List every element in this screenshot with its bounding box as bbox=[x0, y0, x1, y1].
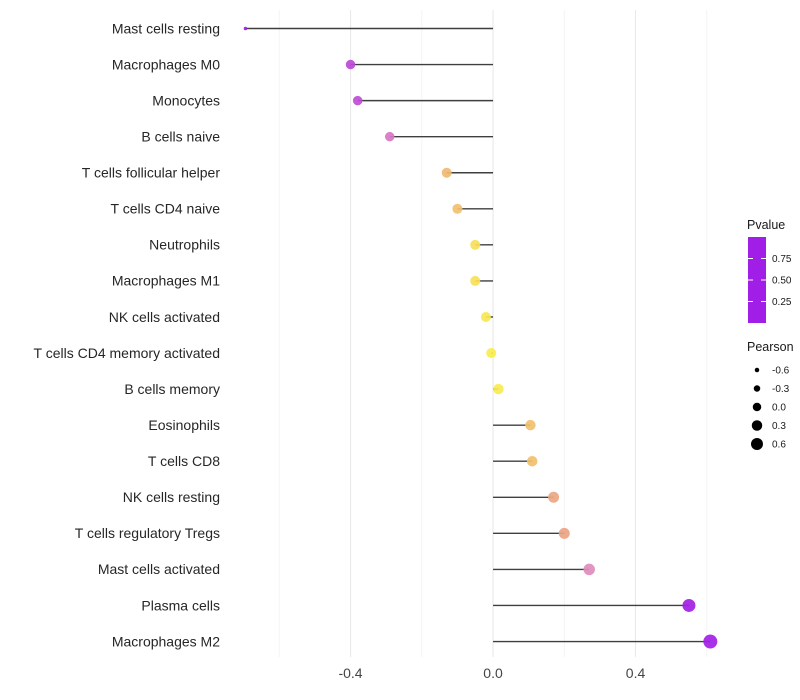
y-axis-label: NK cells resting bbox=[123, 489, 220, 505]
y-axis-label: Plasma cells bbox=[141, 597, 220, 613]
pearson-size-legend: Pearson -0.6 -0.3 0.0 0.3 0.6 bbox=[747, 340, 794, 451]
pearson-legend-dot bbox=[752, 402, 762, 412]
pearson-legend-dot bbox=[751, 438, 763, 450]
y-axis-label: NK cells activated bbox=[109, 309, 220, 325]
lollipop-stems bbox=[245, 27, 711, 643]
data-point bbox=[452, 203, 463, 214]
data-point bbox=[384, 131, 395, 142]
data-point bbox=[470, 239, 481, 250]
data-point bbox=[243, 26, 248, 31]
data-point bbox=[682, 598, 696, 612]
data-point bbox=[345, 59, 356, 70]
y-axis-label: B cells naive bbox=[141, 128, 220, 144]
data-point bbox=[486, 348, 497, 359]
pvalue-tick-label: 0.50 bbox=[772, 276, 792, 287]
pearson-legend-label: 0.6 bbox=[772, 440, 786, 451]
data-point bbox=[470, 275, 481, 286]
y-axis-label: T cells regulatory Tregs bbox=[75, 525, 220, 541]
data-point bbox=[480, 311, 491, 322]
pearson-legend-title: Pearson bbox=[747, 340, 794, 354]
y-axis-label: Macrophages M0 bbox=[112, 56, 220, 72]
y-axis-label: Mast cells activated bbox=[98, 561, 220, 577]
data-point bbox=[558, 527, 570, 539]
data-point bbox=[352, 95, 363, 106]
data-point bbox=[583, 563, 595, 576]
y-axis-label: T cells CD4 naive bbox=[111, 201, 221, 217]
y-axis-label: Macrophages M1 bbox=[112, 273, 220, 289]
pvalue-color-legend: Pvalue 0.75 0.50 0.25 bbox=[747, 218, 792, 323]
pvalue-legend-title: Pvalue bbox=[747, 218, 785, 232]
data-points bbox=[243, 26, 718, 649]
data-point bbox=[493, 383, 504, 395]
y-axis-label: Eosinophils bbox=[148, 417, 220, 433]
pearson-legend-label: 0.3 bbox=[772, 421, 786, 432]
data-point bbox=[703, 634, 718, 649]
pearson-legend-label: 0.0 bbox=[772, 403, 786, 414]
x-axis-tick-labels: -0.4 0.0 0.4 bbox=[338, 665, 645, 681]
pvalue-tick-label: 0.75 bbox=[772, 254, 792, 265]
pearson-legend-label: -0.6 bbox=[772, 366, 790, 377]
y-axis-label: T cells CD4 memory activated bbox=[34, 345, 220, 361]
gridlines bbox=[278, 10, 708, 657]
pearson-legend-label: -0.3 bbox=[772, 384, 790, 395]
pearson-legend-dot bbox=[753, 385, 761, 392]
y-axis-label: B cells memory bbox=[124, 381, 220, 397]
y-axis-label: Neutrophils bbox=[149, 237, 220, 253]
x-axis-tick-label: 0.0 bbox=[483, 665, 503, 681]
pearson-legend-dot bbox=[754, 367, 760, 373]
data-point bbox=[441, 167, 452, 178]
x-axis-tick-label: 0.4 bbox=[626, 665, 646, 681]
y-axis-label: Monocytes bbox=[152, 92, 220, 108]
y-axis-label: T cells CD8 bbox=[148, 453, 220, 469]
pvalue-tick-label: 0.25 bbox=[772, 297, 792, 308]
data-point bbox=[525, 419, 536, 431]
x-axis-tick-label: -0.4 bbox=[338, 665, 362, 681]
y-axis-label: Mast cells resting bbox=[112, 20, 220, 36]
y-axis-labels: Mast cells resting Macrophages M0 Monocyte… bbox=[34, 20, 221, 649]
y-axis-label: T cells follicular helper bbox=[82, 165, 221, 181]
y-axis-label: Macrophages M2 bbox=[112, 633, 220, 649]
data-point bbox=[526, 455, 538, 467]
data-point bbox=[548, 491, 560, 503]
pearson-legend-dot bbox=[751, 420, 763, 431]
